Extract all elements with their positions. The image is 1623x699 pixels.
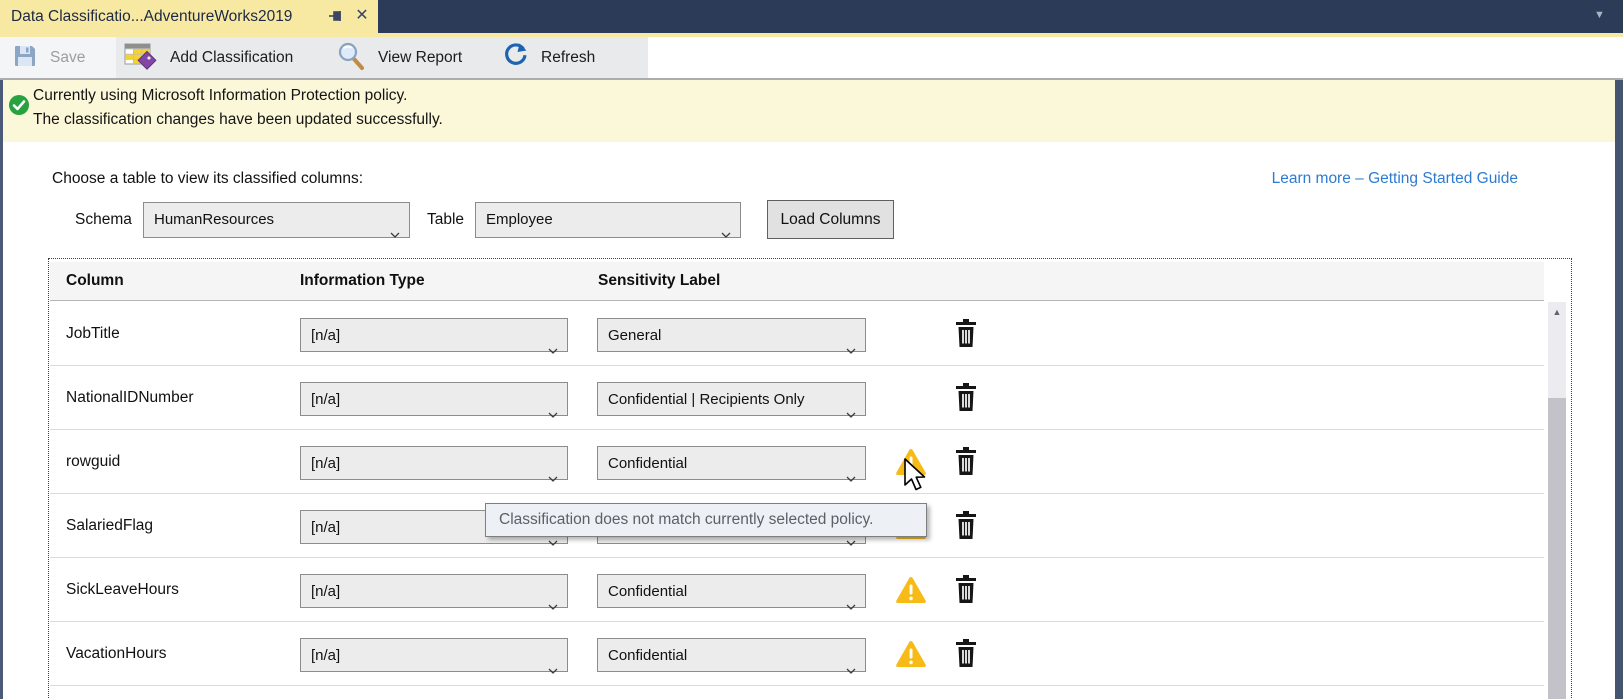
chevron-down-icon (846, 397, 856, 430)
policy-mismatch-tooltip: Classification does not match currently … (485, 503, 927, 537)
chevron-down-icon (846, 589, 856, 622)
table-row: rowguid [n/a] Confidential (50, 430, 1544, 494)
refresh-icon (502, 42, 529, 73)
delete-icon[interactable] (955, 383, 977, 411)
magnifier-icon (336, 41, 366, 75)
header-sensitivity-label: Sensitivity Label (598, 272, 721, 289)
success-check-icon (8, 94, 30, 116)
table-row: VacationHours [n/a] Confidential (50, 622, 1544, 686)
scrollbar-thumb[interactable] (1548, 398, 1566, 699)
schema-combobox[interactable]: HumanResources (143, 202, 410, 238)
grid-header-row: Column Information Type Sensitivity Labe… (50, 262, 1544, 301)
grid-rows: JobTitle [n/a] General (50, 302, 1544, 686)
column-name: rowguid (66, 453, 121, 470)
column-name: SalariedFlag (66, 517, 154, 534)
window-left-edge (0, 37, 3, 699)
sensitivity-label-combobox[interactable]: Confidential | Recipients Only (597, 382, 866, 418)
delete-icon[interactable] (955, 639, 977, 667)
header-column: Column (66, 272, 124, 289)
add-classification-label: Add Classification (170, 48, 294, 66)
column-name: NationalIDNumber (66, 389, 194, 406)
table-label: Table (427, 211, 465, 228)
chevron-down-icon (846, 333, 856, 366)
refresh-button[interactable]: Refresh (502, 37, 595, 78)
save-icon (12, 43, 38, 73)
table-row: NationalIDNumber [n/a] Confidential | Re… (50, 366, 1544, 430)
chevron-down-icon (846, 461, 856, 494)
view-report-label: View Report (378, 48, 463, 66)
add-classification-button[interactable]: Add Classification (124, 37, 293, 78)
sensitivity-label-combobox[interactable]: Confidential (597, 638, 866, 674)
infobar-line2: The classification changes have been upd… (33, 111, 443, 128)
view-report-button[interactable]: View Report (336, 37, 462, 78)
classified-columns-grid: Column Information Type Sensitivity Labe… (48, 258, 1572, 699)
chevron-down-icon (548, 461, 558, 494)
tab-accent-line (0, 33, 1623, 37)
information-type-combobox[interactable]: [n/a] (300, 574, 568, 610)
sensitivity-label-combobox[interactable]: Confidential (597, 574, 866, 610)
load-columns-button[interactable]: Load Columns (767, 200, 894, 239)
table-value: Employee (486, 211, 553, 228)
tab-data-classification[interactable]: Data Classificatio...AdventureWorks2019 (0, 0, 378, 33)
chevron-down-icon (548, 333, 558, 366)
tabwell-dropdown-icon[interactable]: ▼ (1594, 9, 1605, 21)
infobar-line1: Currently using Microsoft Information Pr… (33, 87, 408, 104)
sensitivity-label-combobox[interactable]: Confidential (597, 446, 866, 482)
toolbar: Save Add Classi (0, 37, 1623, 80)
pin-icon[interactable] (327, 7, 345, 25)
chevron-down-icon (548, 653, 558, 686)
table-row: JobTitle [n/a] General (50, 302, 1544, 366)
information-type-combobox[interactable]: [n/a] (300, 318, 568, 354)
chevron-down-icon (846, 525, 856, 558)
window-right-edge (1615, 37, 1623, 699)
delete-icon[interactable] (955, 511, 977, 539)
header-information-type: Information Type (300, 272, 425, 289)
scroll-up-icon[interactable]: ▲ (1552, 307, 1562, 317)
table-row: SickLeaveHours [n/a] Confidential (50, 558, 1544, 622)
information-type-combobox[interactable]: [n/a] (300, 382, 568, 418)
document-tab-strip: Data Classificatio...AdventureWorks2019 … (0, 0, 1623, 33)
chevron-down-icon (548, 397, 558, 430)
policy-warning-icon[interactable] (895, 576, 927, 605)
chevron-down-icon (548, 589, 558, 622)
tab-title: Data Classificatio...AdventureWorks2019 (11, 7, 293, 25)
save-button[interactable]: Save (12, 37, 85, 78)
chevron-down-icon (390, 217, 400, 250)
schema-label: Schema (75, 211, 132, 228)
chevron-down-icon (721, 217, 731, 250)
table-combobox[interactable]: Employee (475, 202, 741, 238)
add-classification-icon (124, 41, 158, 75)
vertical-scrollbar[interactable]: ▲ (1548, 302, 1566, 699)
chevron-down-icon (846, 653, 856, 686)
column-name: JobTitle (66, 325, 120, 342)
save-label: Save (50, 48, 86, 66)
refresh-label: Refresh (541, 48, 596, 66)
policy-warning-icon[interactable] (895, 640, 927, 669)
sensitivity-label-combobox[interactable]: General (597, 318, 866, 354)
policy-info-bar: Currently using Microsoft Information Pr… (3, 80, 1615, 142)
information-type-combobox[interactable]: [n/a] (300, 638, 568, 674)
choose-table-label: Choose a table to view its classified co… (52, 170, 364, 187)
column-name: VacationHours (66, 645, 167, 662)
information-type-combobox[interactable]: [n/a] (300, 446, 568, 482)
schema-value: HumanResources (154, 211, 275, 228)
column-name: SickLeaveHours (66, 581, 179, 598)
delete-icon[interactable] (955, 319, 977, 347)
learn-more-link[interactable]: Learn more – Getting Started Guide (1271, 170, 1518, 187)
close-icon[interactable]: ✕ (355, 7, 369, 24)
mouse-cursor (903, 458, 931, 500)
delete-icon[interactable] (955, 447, 977, 475)
chevron-down-icon (548, 525, 558, 558)
delete-icon[interactable] (955, 575, 977, 603)
